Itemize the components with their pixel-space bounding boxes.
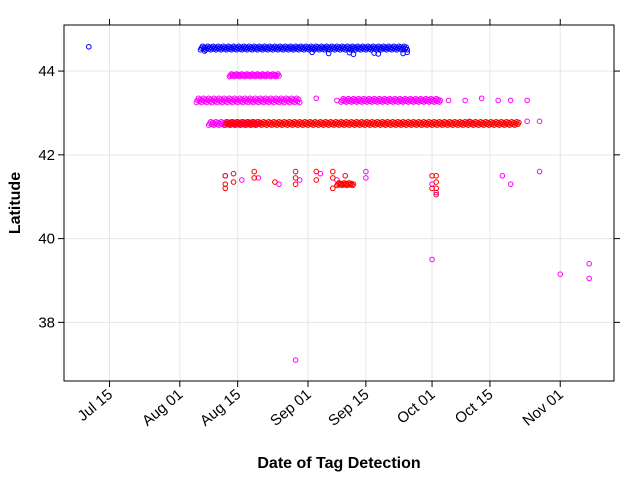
data-point	[404, 46, 411, 53]
data-point	[433, 172, 439, 179]
data-point	[363, 175, 369, 181]
data-point	[375, 51, 382, 57]
data-point	[557, 271, 564, 278]
data-point	[524, 97, 530, 104]
data-point	[325, 50, 332, 57]
data-point	[499, 172, 506, 179]
data-point	[524, 118, 530, 125]
data-point	[230, 170, 237, 177]
x-tick-label: Oct 15	[452, 386, 497, 427]
data-point	[433, 191, 439, 198]
data-point	[536, 118, 543, 125]
x-tick-label: Sep 15	[325, 386, 372, 430]
data-point	[516, 119, 522, 126]
data-point	[445, 97, 452, 104]
y-axis-title: Latitude	[7, 172, 24, 234]
data-point	[292, 357, 299, 363]
data-point	[433, 179, 439, 185]
data-point	[495, 97, 502, 104]
data-point	[330, 168, 336, 175]
data-point	[350, 51, 357, 58]
data-point	[251, 175, 258, 181]
x-tick-label: Oct 01	[394, 386, 439, 427]
x-tick-label: Jul 15	[74, 386, 116, 425]
data-point	[507, 181, 514, 187]
data-point	[222, 185, 229, 192]
data-point	[292, 175, 299, 181]
data-point	[201, 48, 208, 54]
data-point	[350, 181, 357, 187]
data-point	[404, 49, 411, 56]
data-point	[230, 179, 237, 185]
data-point	[272, 179, 278, 185]
x-tick-label: Aug 15	[197, 386, 244, 430]
data-point	[309, 49, 315, 56]
data-point	[313, 177, 320, 183]
data-point	[586, 260, 592, 267]
plot-frame	[63, 24, 615, 382]
data-point	[239, 177, 245, 183]
data-point	[313, 95, 320, 102]
data-point	[462, 97, 468, 104]
data-points	[86, 43, 592, 363]
data-point	[295, 96, 302, 103]
axes: Jul 15 Aug 01 Aug 15 Sep 01 Sep 15 Oct 01 Oct …	[38, 19, 620, 430]
data-point	[342, 172, 349, 179]
data-point	[403, 44, 410, 51]
data-point	[222, 172, 229, 179]
data-point	[251, 168, 258, 175]
data-point	[296, 99, 303, 106]
data-point	[292, 181, 299, 187]
data-point	[437, 97, 444, 104]
data-point	[313, 168, 320, 175]
data-point	[330, 185, 336, 192]
y-tick-label: 38	[38, 314, 55, 331]
data-point	[507, 97, 514, 104]
data-point	[429, 256, 435, 263]
data-point	[586, 275, 592, 282]
data-point	[349, 182, 356, 189]
data-point	[276, 73, 282, 79]
x-tick-label: Nov 01	[519, 386, 566, 430]
y-tick-label: 42	[38, 147, 55, 164]
data-point	[86, 43, 92, 50]
grid-lines	[64, 25, 614, 381]
data-point	[536, 168, 543, 175]
y-tick-label: 44	[38, 63, 55, 80]
data-point	[292, 168, 299, 175]
x-tick-label: Aug 01	[139, 386, 186, 430]
data-point	[334, 97, 340, 104]
data-point	[433, 185, 439, 192]
data-point	[478, 95, 485, 102]
data-point	[330, 175, 336, 181]
x-tick-label: Sep 01	[267, 386, 314, 430]
x-axis-title: Date of Tag Detection	[257, 455, 420, 472]
y-tick-label: 40	[38, 231, 55, 248]
data-point	[363, 168, 369, 175]
